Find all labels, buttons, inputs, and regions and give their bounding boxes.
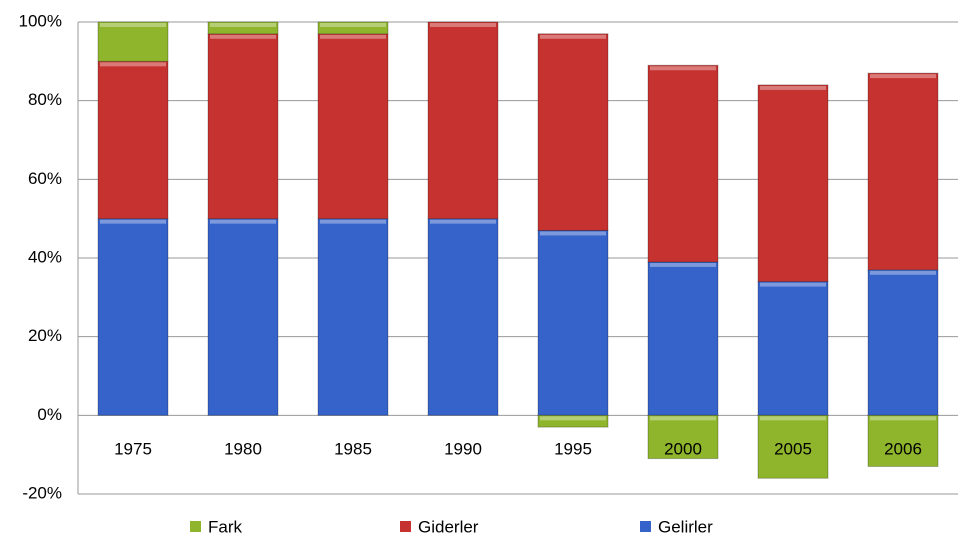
bar-highlight xyxy=(320,219,386,224)
bar-segment xyxy=(427,218,499,416)
x-tick-label: 1975 xyxy=(114,439,152,458)
y-tick-label: -20% xyxy=(22,483,62,502)
bar-highlight xyxy=(320,34,386,39)
x-tick-label: 2000 xyxy=(664,439,702,458)
bar-highlight xyxy=(760,416,826,421)
bar-highlight xyxy=(760,282,826,287)
bar-highlight xyxy=(320,23,386,27)
y-tick-label: 60% xyxy=(28,169,62,188)
x-tick-label: 1990 xyxy=(444,439,482,458)
x-tick-label: 1980 xyxy=(224,439,262,458)
bar-highlight xyxy=(870,74,936,79)
bar-highlight xyxy=(870,416,936,421)
bar-segment xyxy=(537,229,609,416)
bar-segment xyxy=(647,64,719,263)
bar-segment xyxy=(317,218,389,416)
bar-segment xyxy=(757,281,829,416)
x-tick-label: 2005 xyxy=(774,439,812,458)
x-tick-label: 1985 xyxy=(334,439,372,458)
bar-segment xyxy=(97,60,169,220)
bar-segment xyxy=(867,72,939,271)
y-tick-label: 80% xyxy=(28,90,62,109)
bar-highlight xyxy=(430,219,496,224)
bar-highlight xyxy=(100,219,166,224)
y-tick-label: 100% xyxy=(19,11,62,30)
bar-segment xyxy=(647,261,719,416)
bar-highlight xyxy=(540,416,606,421)
legend-swatch xyxy=(400,521,411,532)
legend-label: Fark xyxy=(208,517,243,536)
y-tick-label: 20% xyxy=(28,326,62,345)
bar-segment xyxy=(97,218,169,416)
bar-segment xyxy=(757,84,829,283)
y-tick-label: 0% xyxy=(37,405,62,424)
bar-highlight xyxy=(650,416,716,421)
bar-segment xyxy=(757,414,829,479)
bar-segment xyxy=(867,269,939,416)
bar-highlight xyxy=(100,62,166,67)
legend-label: Giderler xyxy=(418,517,479,536)
bar-highlight xyxy=(210,34,276,39)
bar-segment xyxy=(867,414,939,467)
bar-highlight xyxy=(650,262,716,267)
x-tick-label: 2006 xyxy=(884,439,922,458)
bar-highlight xyxy=(430,23,496,27)
bar-segment xyxy=(97,21,169,62)
bar-segment xyxy=(207,33,279,220)
x-tick-label: 1995 xyxy=(554,439,592,458)
bar-segment xyxy=(317,33,389,220)
bar-highlight xyxy=(540,34,606,39)
bar-highlight xyxy=(870,270,936,275)
bar-highlight xyxy=(100,23,166,27)
bar-segment xyxy=(647,414,719,460)
bar-highlight xyxy=(650,66,716,71)
y-tick-label: 40% xyxy=(28,247,62,266)
legend-swatch xyxy=(640,521,651,532)
bar-segment xyxy=(317,21,389,35)
bar-segment xyxy=(537,414,609,428)
legend-swatch xyxy=(190,521,201,532)
bar-highlight xyxy=(540,231,606,236)
bar-segment xyxy=(427,21,499,220)
bar-segment xyxy=(537,33,609,231)
legend-label: Gelirler xyxy=(658,517,713,536)
bar-highlight xyxy=(760,85,826,90)
bar-highlight xyxy=(210,23,276,27)
bar-segment xyxy=(207,218,279,416)
bar-highlight xyxy=(210,219,276,224)
bar-segment xyxy=(207,21,279,35)
